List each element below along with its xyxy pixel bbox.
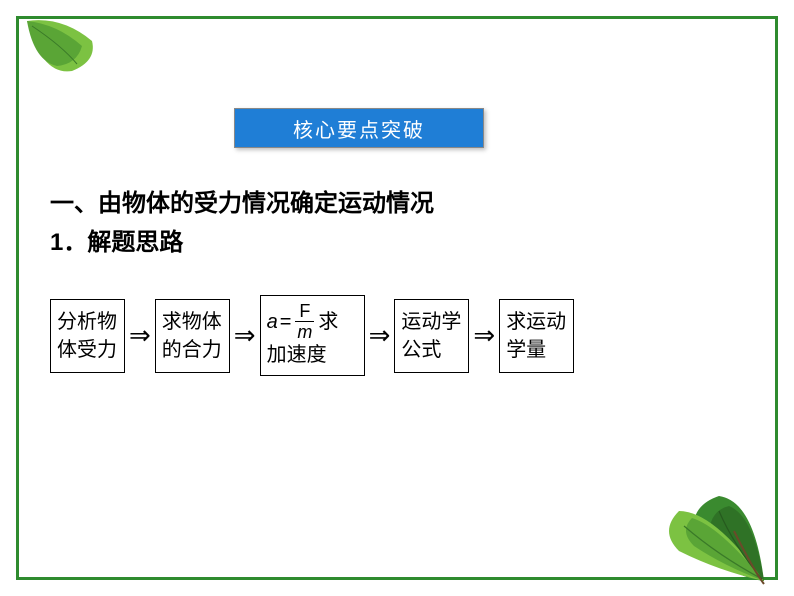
flow-box-2: 求物体 的合力 bbox=[155, 299, 230, 373]
box-text: 运动学 bbox=[401, 308, 462, 336]
flow-box-5: 求运动 学量 bbox=[499, 299, 574, 373]
flow-box-4: 运动学 公式 bbox=[394, 299, 469, 373]
formula-den: m bbox=[293, 322, 316, 341]
banner-text: 核心要点突破 bbox=[293, 114, 425, 143]
formula-line: a = F m 求 bbox=[267, 302, 358, 341]
formula-a: a bbox=[267, 308, 278, 336]
box-text: 学量 bbox=[506, 336, 567, 364]
box-text: 加速度 bbox=[267, 341, 358, 369]
title-banner: 核心要点突破 bbox=[234, 108, 484, 148]
leaf-bottom-icon bbox=[624, 476, 774, 586]
formula-fraction: F m bbox=[293, 302, 316, 341]
box-text: 体受力 bbox=[57, 336, 118, 364]
flow-arrow: ⇒ bbox=[127, 320, 153, 351]
box-text: 公式 bbox=[401, 336, 462, 364]
section-subheading: 1．解题思路 bbox=[50, 222, 183, 257]
flow-arrow: ⇒ bbox=[471, 320, 497, 351]
flow-box-3: a = F m 求 加速度 bbox=[260, 295, 365, 376]
box-text: 求物体 bbox=[162, 308, 223, 336]
flow-arrow: ⇒ bbox=[232, 320, 258, 351]
box-text: 的合力 bbox=[162, 336, 223, 364]
leaf-top-icon bbox=[22, 16, 112, 86]
flow-diagram: 分析物 体受力 ⇒ 求物体 的合力 ⇒ a = F m 求 加速度 ⇒ 运动学 … bbox=[50, 295, 574, 376]
formula-eq: = bbox=[280, 308, 292, 336]
box-text: 求运动 bbox=[506, 308, 567, 336]
formula-tail: 求 bbox=[318, 308, 338, 336]
flow-arrow: ⇒ bbox=[367, 320, 393, 351]
box-text: 分析物 bbox=[57, 308, 118, 336]
section-heading: 一、由物体的受力情况确定运动情况 bbox=[50, 186, 434, 222]
formula-num: F bbox=[295, 302, 314, 322]
flow-box-1: 分析物 体受力 bbox=[50, 299, 125, 373]
